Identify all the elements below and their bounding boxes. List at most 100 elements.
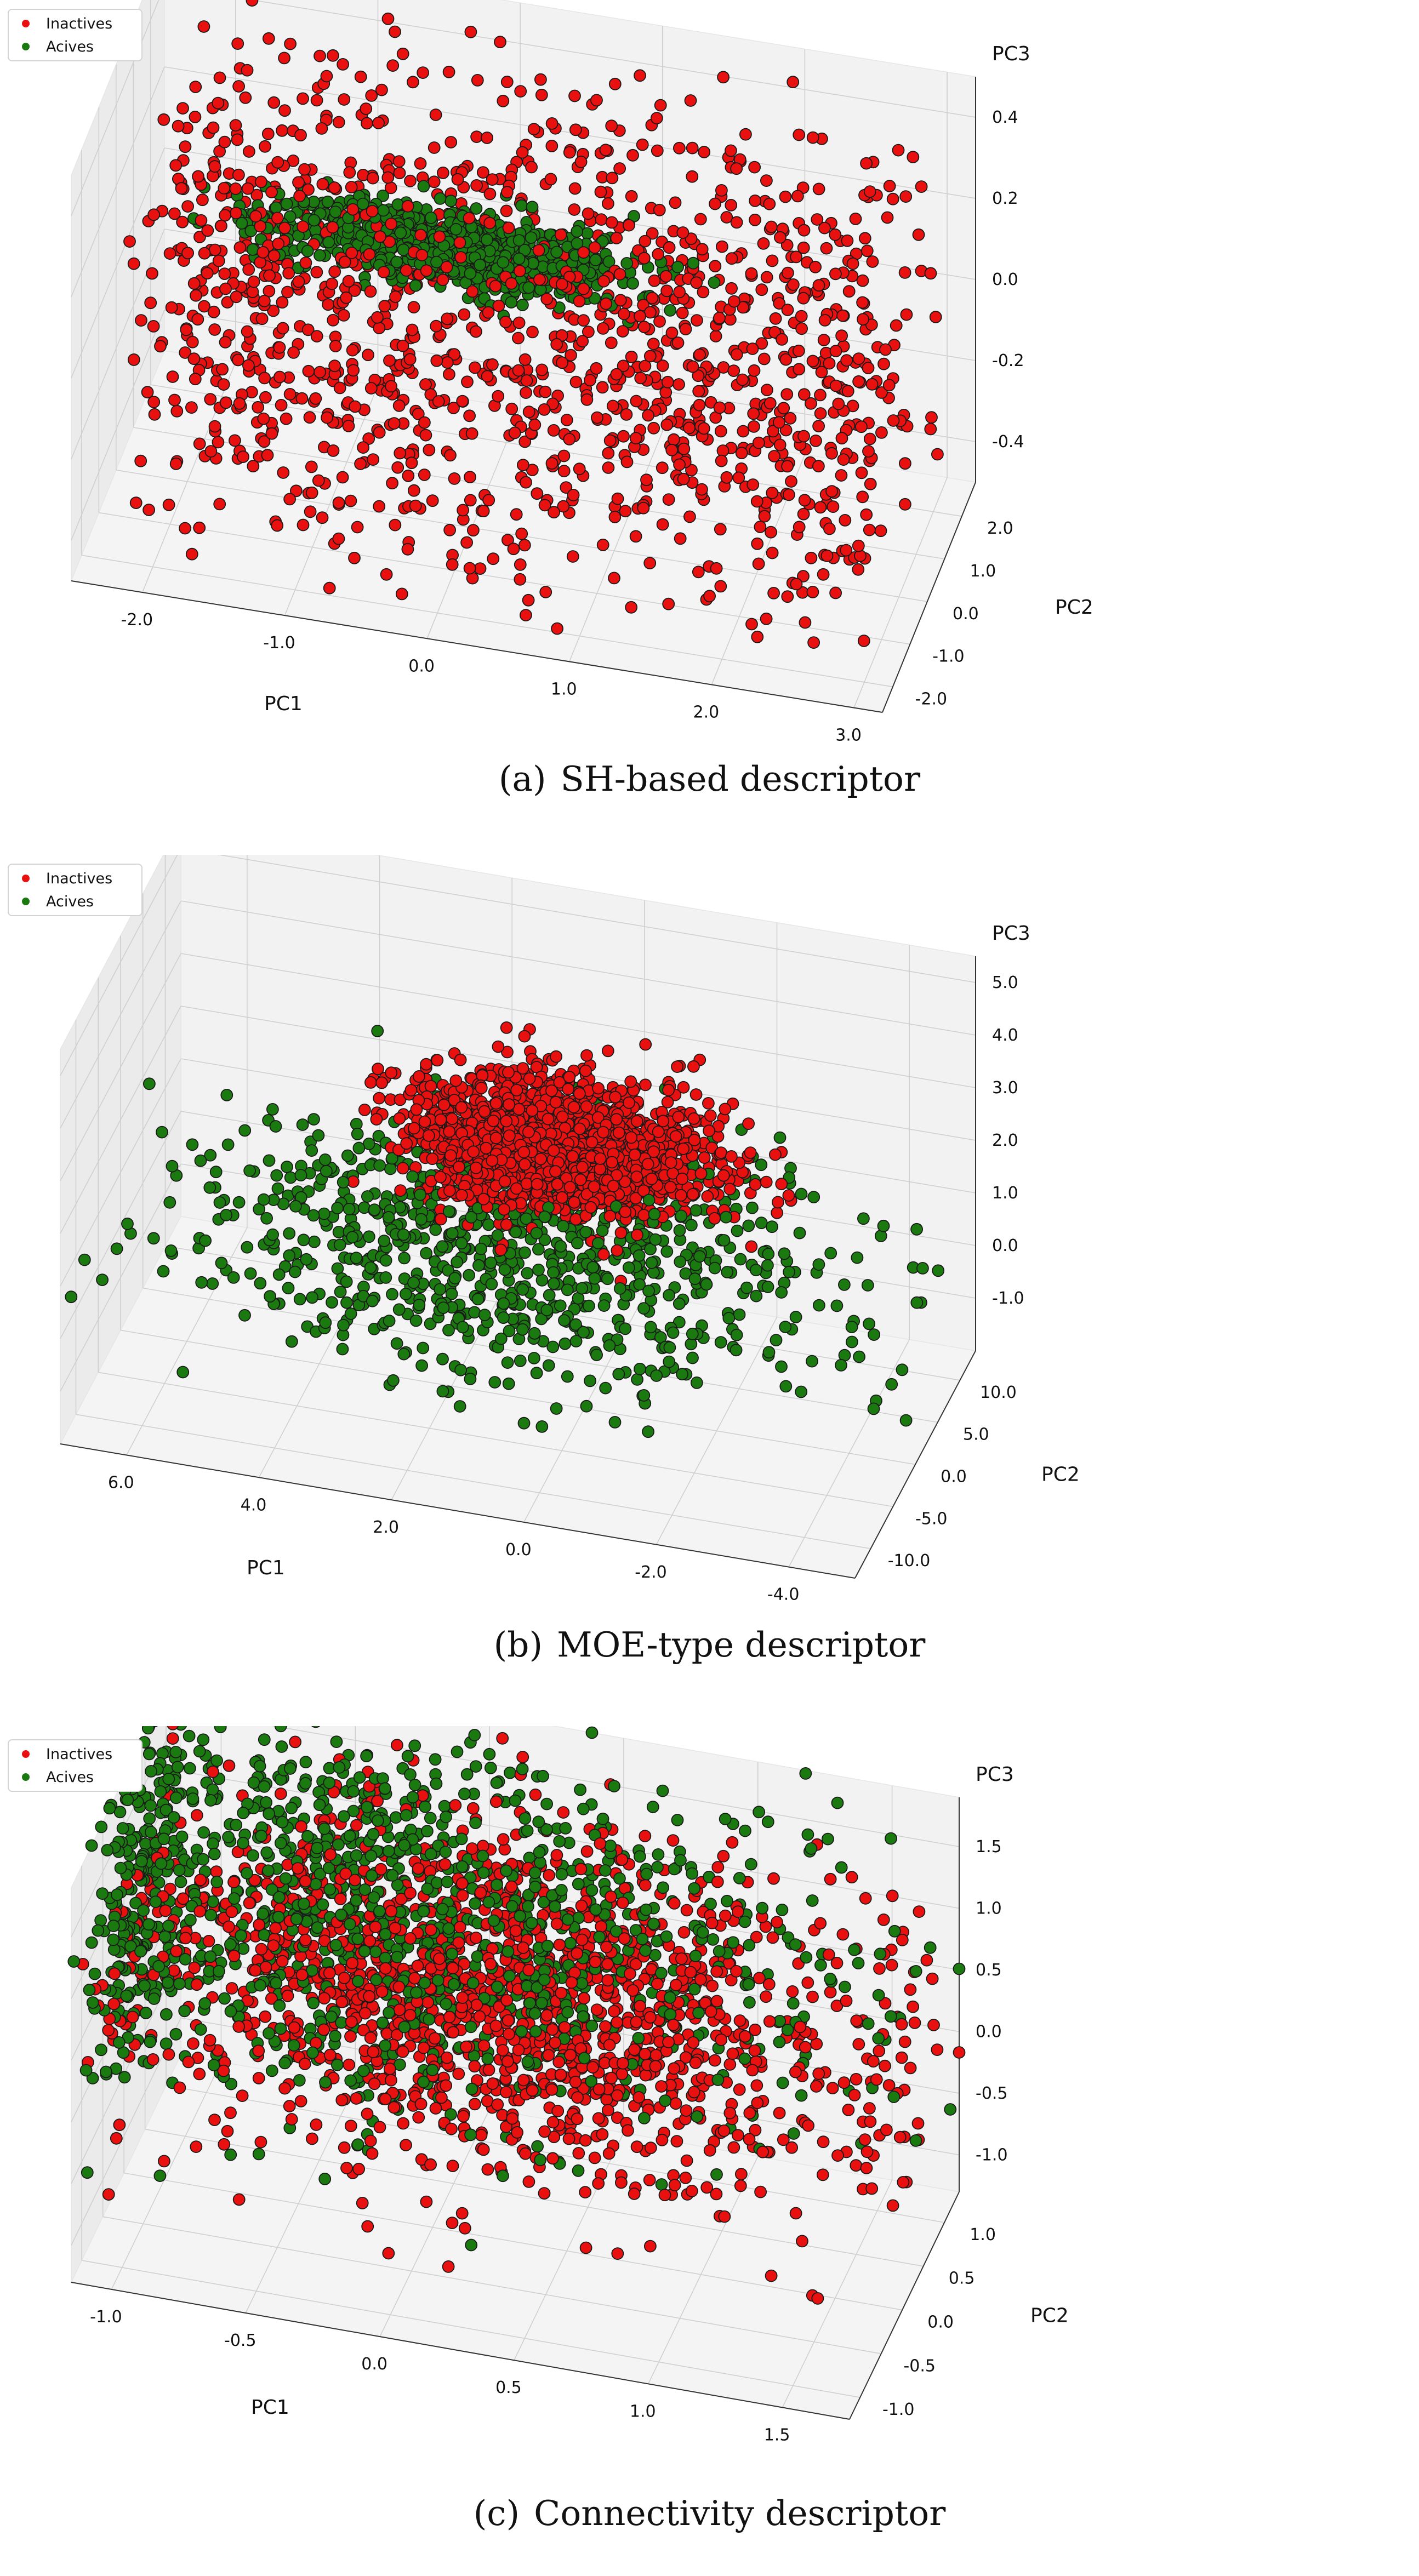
point-inactive (316, 178, 329, 191)
point-inactive (647, 421, 660, 435)
y-tick-label: -2.0 (915, 689, 948, 709)
point-inactive (719, 1103, 732, 1116)
point-active (494, 1332, 508, 1345)
point-active (663, 1289, 675, 1302)
point-inactive (208, 160, 221, 173)
point-inactive (328, 359, 341, 373)
legend-label-actives: Acives (46, 893, 94, 910)
point-inactive (650, 112, 663, 125)
point-active (498, 1263, 511, 1276)
point-inactive (929, 311, 942, 323)
point-inactive (752, 436, 765, 449)
point-inactive (232, 168, 245, 181)
point-inactive (779, 190, 792, 203)
point-active (505, 296, 518, 309)
y-tick-label: 0.0 (953, 604, 979, 624)
point-inactive (647, 1145, 660, 1158)
point-active (690, 1376, 703, 1389)
point-inactive (714, 580, 727, 593)
point-inactive (820, 549, 834, 562)
point-active (740, 1281, 753, 1294)
point-inactive (751, 537, 764, 550)
point-active (326, 1296, 338, 1309)
point-inactive (697, 422, 710, 435)
point-inactive (777, 402, 790, 415)
point-inactive (239, 91, 252, 104)
point-inactive (215, 219, 227, 232)
point-inactive (865, 378, 879, 391)
point-inactive (297, 220, 309, 233)
point-inactive (258, 435, 271, 448)
inactive-marker-icon (22, 875, 30, 882)
point-inactive (436, 273, 449, 287)
point-active (516, 1323, 529, 1336)
point-active (632, 1249, 646, 1262)
point-active (377, 204, 390, 217)
point-inactive (832, 397, 845, 410)
point-active (318, 1153, 332, 1166)
point-inactive (470, 1161, 482, 1174)
point-inactive (702, 1096, 715, 1110)
point-active (674, 1255, 687, 1268)
point-inactive (557, 465, 571, 477)
point-active (96, 1273, 109, 1286)
point-inactive (301, 323, 315, 336)
point-inactive (791, 190, 804, 203)
point-active (522, 281, 535, 294)
point-inactive (694, 213, 707, 226)
point-inactive (247, 460, 260, 473)
point-inactive (373, 500, 386, 513)
point-active (203, 1181, 216, 1194)
point-inactive (591, 411, 603, 424)
point-inactive (797, 430, 810, 443)
point-inactive (407, 76, 419, 89)
point-active (333, 1238, 346, 1252)
point-active (322, 236, 335, 249)
point-inactive (692, 385, 705, 398)
point-active (371, 1025, 384, 1037)
point-active (530, 1367, 543, 1380)
point-active (634, 1362, 646, 1375)
point-inactive (213, 498, 226, 511)
point-inactive (510, 1083, 523, 1096)
point-inactive (818, 221, 831, 235)
point-inactive (337, 309, 350, 322)
point-inactive (790, 250, 802, 264)
point-active (569, 1318, 582, 1331)
point-inactive (720, 211, 733, 224)
point-inactive (354, 458, 367, 470)
point-inactive (568, 1196, 581, 1209)
point-active (571, 237, 584, 250)
point-inactive (429, 108, 442, 121)
point-inactive (332, 116, 345, 129)
point-inactive (241, 325, 254, 338)
point-inactive (323, 581, 336, 595)
point-inactive (481, 132, 493, 144)
point-inactive (271, 212, 284, 225)
point-inactive (817, 334, 830, 346)
point-active (288, 1265, 301, 1278)
point-inactive (514, 85, 527, 98)
point-inactive (276, 124, 288, 137)
point-active (654, 1331, 667, 1344)
point-inactive (400, 1137, 413, 1150)
point-inactive (606, 1156, 618, 1169)
point-inactive (443, 1184, 456, 1197)
point-active (468, 1728, 481, 1741)
point-inactive (677, 1143, 690, 1155)
point-inactive (612, 1126, 625, 1139)
point-inactive (219, 336, 232, 349)
point-active (254, 1277, 267, 1290)
point-inactive (840, 544, 853, 557)
point-inactive (694, 1167, 708, 1180)
point-inactive (812, 182, 825, 196)
point-active (312, 1129, 325, 1142)
point-inactive (527, 123, 540, 136)
point-inactive (841, 385, 854, 398)
point-inactive (881, 211, 894, 224)
point-active (176, 1366, 190, 1379)
point-inactive (424, 1079, 437, 1093)
point-inactive (532, 244, 545, 257)
point-inactive (912, 228, 925, 241)
point-inactive (486, 173, 499, 186)
